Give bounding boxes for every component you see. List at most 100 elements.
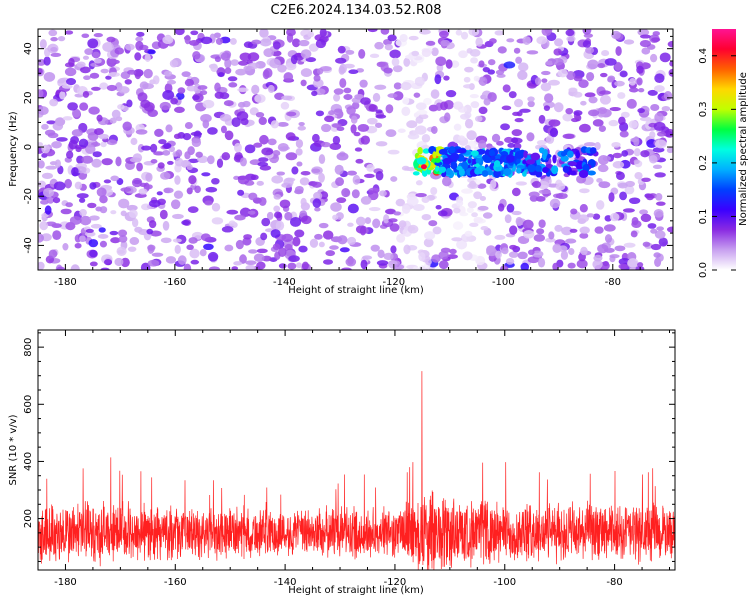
heatmap-cell xyxy=(236,111,249,121)
snr-line xyxy=(38,371,675,570)
heatmap-cell xyxy=(68,139,78,150)
heatmap-cell xyxy=(423,238,434,248)
heatmap-cell xyxy=(391,57,400,67)
heatmap-cell xyxy=(493,160,501,168)
heatmap-cell xyxy=(100,267,110,270)
heatmap-cell xyxy=(147,49,156,55)
heatmap-cell xyxy=(247,52,260,62)
heatmap-cell xyxy=(40,199,49,205)
heatmap-cell xyxy=(505,257,515,265)
heatmap-cell xyxy=(450,161,458,170)
heatmap-cell xyxy=(577,214,589,223)
heatmap-cell xyxy=(522,219,534,230)
heatmap-cell xyxy=(653,209,664,218)
heatmap-cell xyxy=(267,84,275,94)
heatmap-cell xyxy=(567,161,577,167)
heatmap-cell xyxy=(106,139,118,146)
spectrogram-x-tick-label: -160 xyxy=(164,277,187,288)
heatmap-cell xyxy=(387,93,398,98)
heatmap-cell xyxy=(421,133,431,143)
heatmap-cell xyxy=(535,196,546,202)
heatmap-cell xyxy=(596,200,605,210)
heatmap-cell xyxy=(76,193,89,199)
heatmap-cell xyxy=(653,121,666,131)
heatmap-cell xyxy=(631,216,639,226)
heatmap-cell xyxy=(518,62,529,72)
heatmap-cell xyxy=(48,29,58,37)
heatmap-cell xyxy=(162,89,175,100)
heatmap-cell xyxy=(343,63,355,69)
spectrogram-frame xyxy=(37,28,674,271)
heatmap-cell xyxy=(569,228,578,233)
heatmap-cell xyxy=(316,67,324,75)
heatmap-cell xyxy=(99,240,107,248)
heatmap-cell xyxy=(335,57,347,64)
heatmap-cell xyxy=(652,164,663,170)
heatmap-cell xyxy=(542,166,549,174)
spectrogram-chart: -180 -160 -140 -120 -100 -80 40 20 0 -20 -40 Heigh… xyxy=(8,28,674,296)
heatmap-cell xyxy=(329,142,342,151)
heatmap-cell xyxy=(167,160,174,165)
heatmap-cell xyxy=(576,259,588,269)
heatmap-cell xyxy=(52,121,64,131)
heatmap-cell xyxy=(197,85,208,90)
heatmap-cell xyxy=(452,221,464,230)
heatmap-cell xyxy=(402,96,410,105)
heatmap-cell xyxy=(217,72,225,78)
snr-axes: -180 -160 -140 -120 -100 -80 200 400 600 800 xyxy=(23,329,676,588)
heatmap-cell xyxy=(541,78,548,83)
snr-x-label: Height of straight line (km) xyxy=(288,585,424,596)
heatmap-cell xyxy=(495,69,505,75)
heatmap-cell xyxy=(450,152,460,161)
heatmap-cell xyxy=(38,89,44,98)
heatmap-cell xyxy=(56,137,68,142)
heatmap-cell xyxy=(322,230,334,240)
heatmap-cell xyxy=(400,82,412,91)
heatmap-cell xyxy=(530,152,541,161)
heatmap-cell xyxy=(562,133,575,139)
heatmap-cell xyxy=(587,59,599,70)
heatmap-cell xyxy=(406,196,419,206)
heatmap-cell xyxy=(172,238,182,243)
heatmap-cell xyxy=(583,142,596,147)
heatmap-cell xyxy=(487,92,497,102)
heatmap-cell xyxy=(333,108,343,113)
heatmap-cell xyxy=(216,158,224,168)
heatmap-cell xyxy=(346,170,357,176)
spectrogram-x-tick-label: -100 xyxy=(492,277,515,288)
heatmap-cell xyxy=(423,97,432,105)
heatmap-cell xyxy=(482,212,493,219)
heatmap-cell xyxy=(600,72,608,78)
heatmap-cell xyxy=(96,114,103,122)
heatmap-cell xyxy=(111,109,121,119)
heatmap-cell xyxy=(614,80,625,87)
spectrogram-x-tick-label: -120 xyxy=(382,277,405,288)
heatmap-cell xyxy=(517,251,528,260)
heatmap-cell xyxy=(45,165,58,170)
heatmap-cell xyxy=(416,157,427,165)
heatmap-cell xyxy=(170,199,181,210)
heatmap-cell xyxy=(104,258,113,266)
heatmap-cell xyxy=(233,261,243,266)
heatmap-cell xyxy=(120,257,130,268)
heatmap-cell xyxy=(207,127,218,135)
heatmap-cell xyxy=(438,166,447,173)
heatmap-cell xyxy=(599,90,612,95)
heatmap-cell xyxy=(108,58,117,64)
heatmap-cell xyxy=(507,142,515,148)
heatmap-cell xyxy=(318,172,325,183)
heatmap-cell xyxy=(379,190,387,197)
heatmap-cell xyxy=(47,43,59,54)
heatmap-cell xyxy=(292,236,301,247)
heatmap-cell xyxy=(110,237,121,244)
heatmap-cell xyxy=(608,119,619,127)
heatmap-cell xyxy=(173,190,184,199)
heatmap-cell xyxy=(403,244,411,255)
heatmap-cell xyxy=(130,137,138,146)
heatmap-cell xyxy=(175,92,185,100)
heatmap-cell xyxy=(468,180,477,188)
heatmap-cell xyxy=(288,255,300,262)
heatmap-cell xyxy=(387,149,400,155)
heatmap-cell xyxy=(509,244,518,250)
heatmap-cell xyxy=(589,147,597,154)
